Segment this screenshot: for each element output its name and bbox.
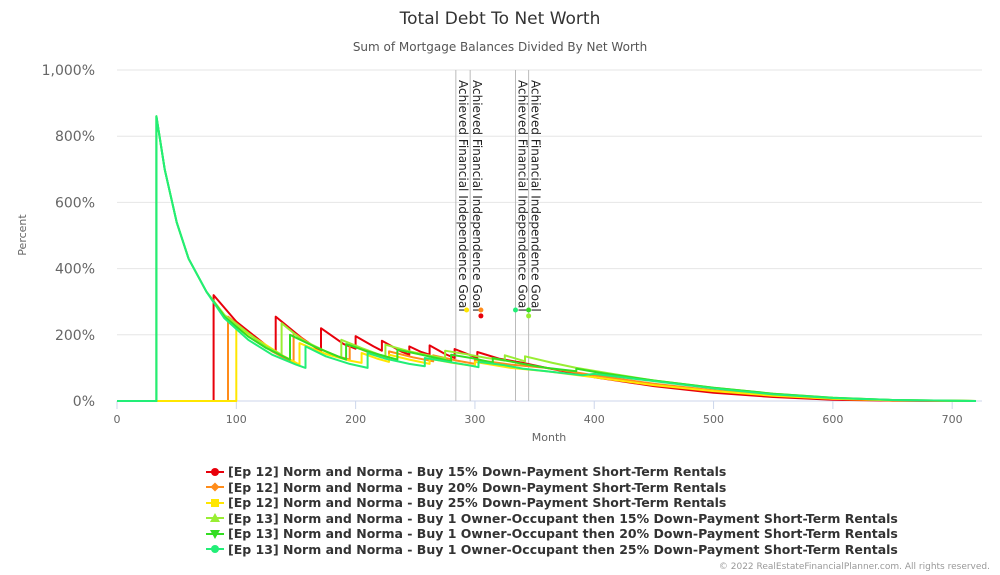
legend-label: [Ep 12] Norm and Norma - Buy 20% Down-Pa… xyxy=(228,479,727,495)
series-line-5 xyxy=(117,115,977,402)
series-line-1 xyxy=(117,294,977,402)
x-axis: 0 100 200 300 400 500 600 700 xyxy=(114,400,982,426)
x-tick-label: 300 xyxy=(464,413,485,426)
x-tick-label: 700 xyxy=(942,413,963,426)
legend-item[interactable]: [Ep 13] Norm and Norma - Buy 1 Owner-Occ… xyxy=(205,511,898,527)
y-tick-label: 1,000% xyxy=(42,63,95,79)
legend-symbol xyxy=(205,481,225,493)
series-line-4 xyxy=(117,115,977,402)
fi-goal-markers xyxy=(464,307,532,319)
series-line-6 xyxy=(117,115,977,402)
x-tick-label: 100 xyxy=(226,413,247,426)
y-tick-label: 600% xyxy=(55,195,95,211)
chart-title: Total Debt To Net Worth xyxy=(399,9,601,29)
fi-goal-label: Achieved Financial Independence Goal xyxy=(529,80,543,312)
fi-goal-marker-3 xyxy=(464,307,470,313)
y-axis-label: Percent xyxy=(16,214,29,256)
x-tick-label: 500 xyxy=(703,413,724,426)
fi-goal-lines: Achieved Financial Independence Goal Achi… xyxy=(455,70,543,401)
legend-symbol xyxy=(205,543,225,555)
chart-subtitle: Sum of Mortgage Balances Divided By Net … xyxy=(353,40,647,54)
fi-goal-label: Achieved Financial Independence Goal xyxy=(515,80,529,312)
x-tick-label: 600 xyxy=(822,413,843,426)
credits-text: © 2022 RealEstateFinancialPlanner.com. A… xyxy=(718,562,990,572)
fi-goal-marker-2 xyxy=(478,307,484,313)
grid-lines xyxy=(117,69,982,402)
series-line-2 xyxy=(117,315,977,402)
chart-svg: Total Debt To Net Worth Sum of Mortgage … xyxy=(16,9,982,444)
legend-symbol xyxy=(205,528,225,540)
legend-symbol xyxy=(205,497,225,509)
legend-item[interactable]: [Ep 12] Norm and Norma - Buy 25% Down-Pa… xyxy=(205,495,898,511)
y-tick-label: 0% xyxy=(73,394,95,410)
y-tick-label: 800% xyxy=(55,129,95,145)
fi-goal-marker-5 xyxy=(526,307,532,313)
x-tick-label: 0 xyxy=(114,413,121,426)
fi-goal-marker-6 xyxy=(512,307,518,313)
legend-item[interactable]: [Ep 13] Norm and Norma - Buy 1 Owner-Occ… xyxy=(205,526,898,542)
legend-label: [Ep 13] Norm and Norma - Buy 1 Owner-Occ… xyxy=(228,541,898,557)
fi-goal-label: Achieved Financial Independence Goal xyxy=(470,80,484,312)
y-tick-label: 200% xyxy=(55,328,95,344)
legend-item[interactable]: [Ep 13] Norm and Norma - Buy 1 Owner-Occ… xyxy=(205,542,898,558)
legend-item[interactable]: [Ep 12] Norm and Norma - Buy 20% Down-Pa… xyxy=(205,480,898,496)
series-lines xyxy=(117,115,977,402)
series-line-3 xyxy=(117,325,977,402)
legend-label: [Ep 12] Norm and Norma - Buy 25% Down-Pa… xyxy=(228,495,727,511)
fi-goal-label: Achieved Financial Independence Goal xyxy=(456,80,470,312)
legend-label: [Ep 13] Norm and Norma - Buy 1 Owner-Occ… xyxy=(228,526,898,542)
x-tick-label: 400 xyxy=(584,413,605,426)
x-axis-label: Month xyxy=(532,431,567,444)
x-tick-label: 200 xyxy=(345,413,366,426)
legend-item[interactable]: [Ep 12] Norm and Norma - Buy 15% Down-Pa… xyxy=(205,464,898,480)
legend-label: [Ep 12] Norm and Norma - Buy 15% Down-Pa… xyxy=(228,464,727,480)
y-tick-label: 400% xyxy=(55,262,95,278)
legend-label: [Ep 13] Norm and Norma - Buy 1 Owner-Occ… xyxy=(228,510,898,526)
legend-symbol xyxy=(205,466,225,478)
fi-goal-marker-4 xyxy=(526,313,532,319)
fi-goal-marker-1 xyxy=(478,313,484,319)
legend-symbol xyxy=(205,512,225,524)
y-axis: 0% 200% 400% 600% 800% 1,000% xyxy=(42,63,95,410)
legend: [Ep 12] Norm and Norma - Buy 15% Down-Pa… xyxy=(205,464,898,557)
